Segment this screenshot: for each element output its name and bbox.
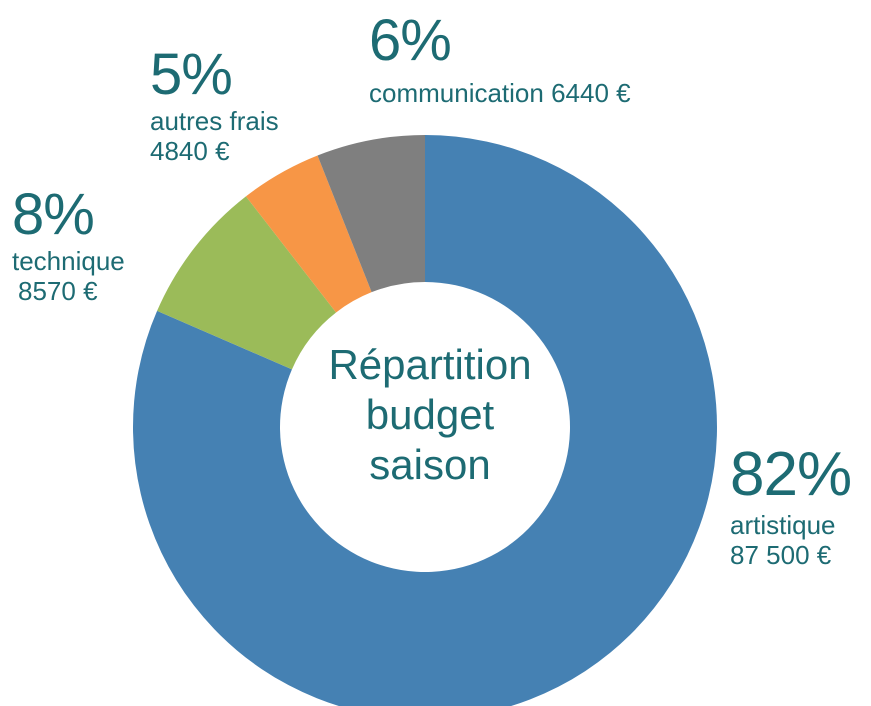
slice-name: communication: [369, 78, 544, 108]
slice-autres-frais: [245, 155, 372, 313]
slice-name: technique: [12, 246, 125, 276]
slice-label-autres-frais: 5% autres frais 4840 €: [150, 42, 279, 167]
slice-amount: 4840 €: [150, 136, 230, 166]
slice-label-communication: 6% communication 6440 €: [369, 8, 631, 109]
slice-communication: [317, 135, 425, 293]
slice-label-artistique: 82% artistique 87 500 €: [730, 440, 852, 571]
slice-artistique: [133, 135, 717, 706]
center-title-line-2: budget: [365, 391, 495, 438]
slice-percent: 6%: [369, 8, 452, 73]
slice-amount: 8570 €: [18, 276, 98, 306]
slice-percent: 82%: [730, 440, 852, 509]
slice-name: artistique: [730, 510, 836, 540]
slice-amount: 87 500 €: [730, 540, 832, 570]
donut-slices: [133, 135, 717, 706]
slice-name-amount: communication 6440 €: [369, 78, 631, 108]
slice-label-technique: 8% technique 8570 €: [12, 182, 125, 307]
slice-name: autres frais: [150, 106, 279, 136]
center-title-line-1: Répartition: [328, 341, 532, 388]
slice-technique: [157, 196, 337, 370]
slice-percent: 8%: [12, 182, 95, 247]
center-title-line-3: saison: [369, 441, 491, 488]
chart-center-title: Répartition budget saison: [285, 340, 575, 490]
slice-amount: 6440 €: [551, 78, 631, 108]
slice-percent: 5%: [150, 42, 233, 107]
